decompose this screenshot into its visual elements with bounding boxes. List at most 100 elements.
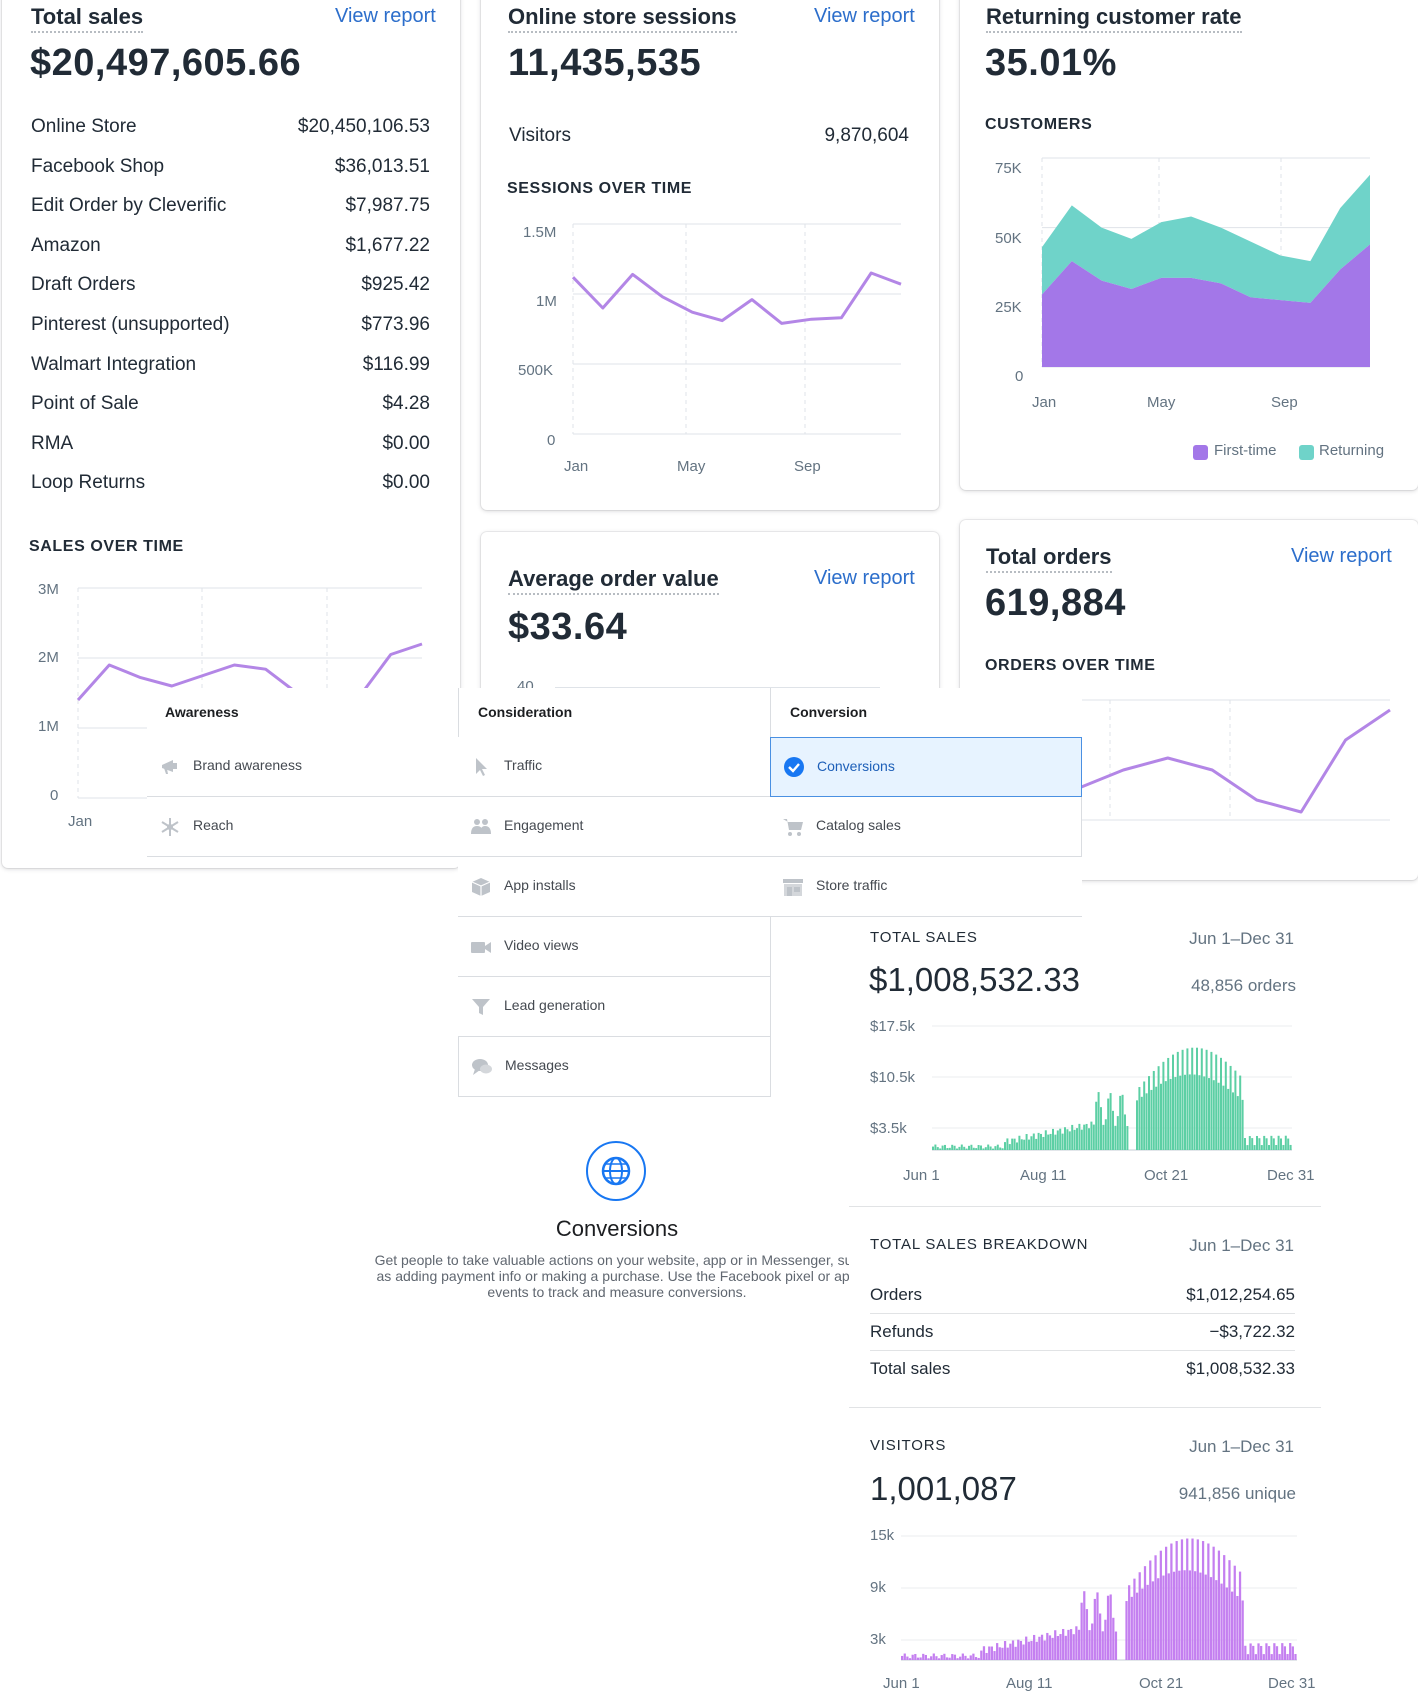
bar [965, 1148, 968, 1150]
objectives-panel: Awareness Consideration Conversion Brand… [147, 688, 1082, 1300]
objective-traffic[interactable]: Traffic [458, 737, 771, 797]
sessions-value: 11,435,535 [508, 42, 702, 84]
bar [1183, 1570, 1186, 1660]
visitors-label: Visitors [509, 125, 571, 146]
bar [1275, 1145, 1278, 1150]
bar [1126, 1126, 1129, 1150]
objective-store-traffic[interactable]: Store traffic [770, 857, 1082, 917]
bar [919, 1657, 922, 1660]
x-tick: Jun 1 [903, 1167, 940, 1184]
bar [1246, 1654, 1250, 1660]
bar [1278, 1654, 1281, 1660]
bar [1220, 1583, 1223, 1660]
bar [953, 1654, 957, 1660]
bar [1248, 1136, 1251, 1150]
store-icon [783, 879, 803, 896]
bar [1046, 1632, 1049, 1660]
bar [1251, 1138, 1254, 1150]
card-title: Total orders [986, 544, 1112, 573]
bar [1112, 1110, 1114, 1150]
bar [956, 1148, 958, 1150]
bar [972, 1653, 975, 1660]
bar [945, 1657, 949, 1660]
bar [1066, 1129, 1069, 1150]
objective-conversions[interactable]: Conversions [770, 737, 1082, 797]
objective-engagement[interactable]: Engagement [458, 797, 771, 857]
bar [1148, 1076, 1150, 1150]
objective-app-installs[interactable]: App installs [458, 857, 771, 917]
bar [1018, 1135, 1021, 1150]
objective-video-views[interactable]: Video views [458, 917, 771, 977]
card-title: Returning customer rate [986, 4, 1242, 33]
bar [1064, 1635, 1067, 1660]
card-title: Total sales [31, 4, 144, 33]
bar [1006, 1647, 1009, 1660]
view-report-link[interactable]: View report [814, 567, 915, 589]
objective-reach[interactable]: Reach [147, 797, 459, 857]
bar [1028, 1139, 1030, 1150]
total-sales-title: TOTAL SALES [870, 929, 978, 946]
objective-brand-awareness[interactable]: Brand awareness [147, 737, 459, 797]
y-tick: 0 [1015, 368, 1024, 385]
bar [1043, 1640, 1046, 1660]
x-tick: Jan [564, 458, 589, 475]
bar [963, 1146, 966, 1150]
x-tick: Sep [794, 458, 821, 475]
objective-catalog-sales[interactable]: Catalog sales [770, 797, 1082, 857]
bar [941, 1145, 944, 1150]
bar [1064, 1127, 1066, 1150]
column-header-awareness: Awareness [165, 704, 239, 720]
channel-value: $116.99 [362, 353, 430, 375]
bar [1051, 1637, 1054, 1660]
x-tick: Jan [1032, 394, 1057, 411]
bar [1207, 1543, 1210, 1660]
view-report-link[interactable]: View report [1291, 545, 1392, 567]
bar [982, 1148, 985, 1150]
bar [980, 1650, 983, 1660]
bar [1019, 1640, 1023, 1660]
view-report-link[interactable]: View report [814, 5, 915, 27]
bar [1175, 1541, 1178, 1660]
x-tick: Jan [68, 813, 93, 830]
bar [934, 1144, 937, 1150]
bar [1252, 1645, 1255, 1660]
bar [944, 1144, 946, 1150]
bar [1208, 1078, 1210, 1150]
bar [948, 1657, 951, 1660]
objective-messages[interactable]: Messages [458, 1037, 771, 1097]
objective-lead-generation[interactable]: Lead generation [458, 977, 771, 1037]
channel-value: $7,987.75 [345, 195, 430, 217]
bar [1162, 1575, 1165, 1660]
bar [1227, 1088, 1230, 1150]
total-sales-value: $20,497,605.66 [30, 42, 302, 84]
description-line: as adding payment info or making a purch… [376, 1268, 858, 1284]
channel-name: Amazon [31, 234, 101, 256]
bar [1289, 1643, 1292, 1660]
section-title: SALES OVER TIME [29, 538, 184, 555]
bar [1056, 1130, 1059, 1150]
bar [1006, 1138, 1009, 1150]
column-header-conversion: Conversion [790, 704, 868, 720]
bar [1170, 1543, 1173, 1660]
bar [1121, 1094, 1124, 1150]
cart-icon [783, 819, 803, 836]
row-label: Orders [870, 1285, 922, 1304]
bar [916, 1657, 920, 1660]
bar [906, 1656, 909, 1660]
bar [1017, 1639, 1020, 1660]
bar [992, 1148, 994, 1150]
bar [1223, 1555, 1226, 1660]
channel-name: Facebook Shop [31, 155, 165, 177]
bar [1286, 1654, 1289, 1660]
bar [1289, 1144, 1292, 1150]
objective-label: Reach [193, 817, 234, 833]
bar [1133, 1578, 1136, 1660]
y-tick: 0 [547, 432, 556, 449]
bar [1194, 1571, 1197, 1660]
x-tick: Aug 11 [1020, 1167, 1067, 1184]
megaphone-icon [162, 760, 177, 774]
objective-label: Conversions [817, 758, 895, 774]
bar [1280, 1138, 1282, 1150]
row-value: −$3,722.32 [1209, 1322, 1295, 1341]
view-report-link[interactable]: View report [335, 5, 436, 27]
